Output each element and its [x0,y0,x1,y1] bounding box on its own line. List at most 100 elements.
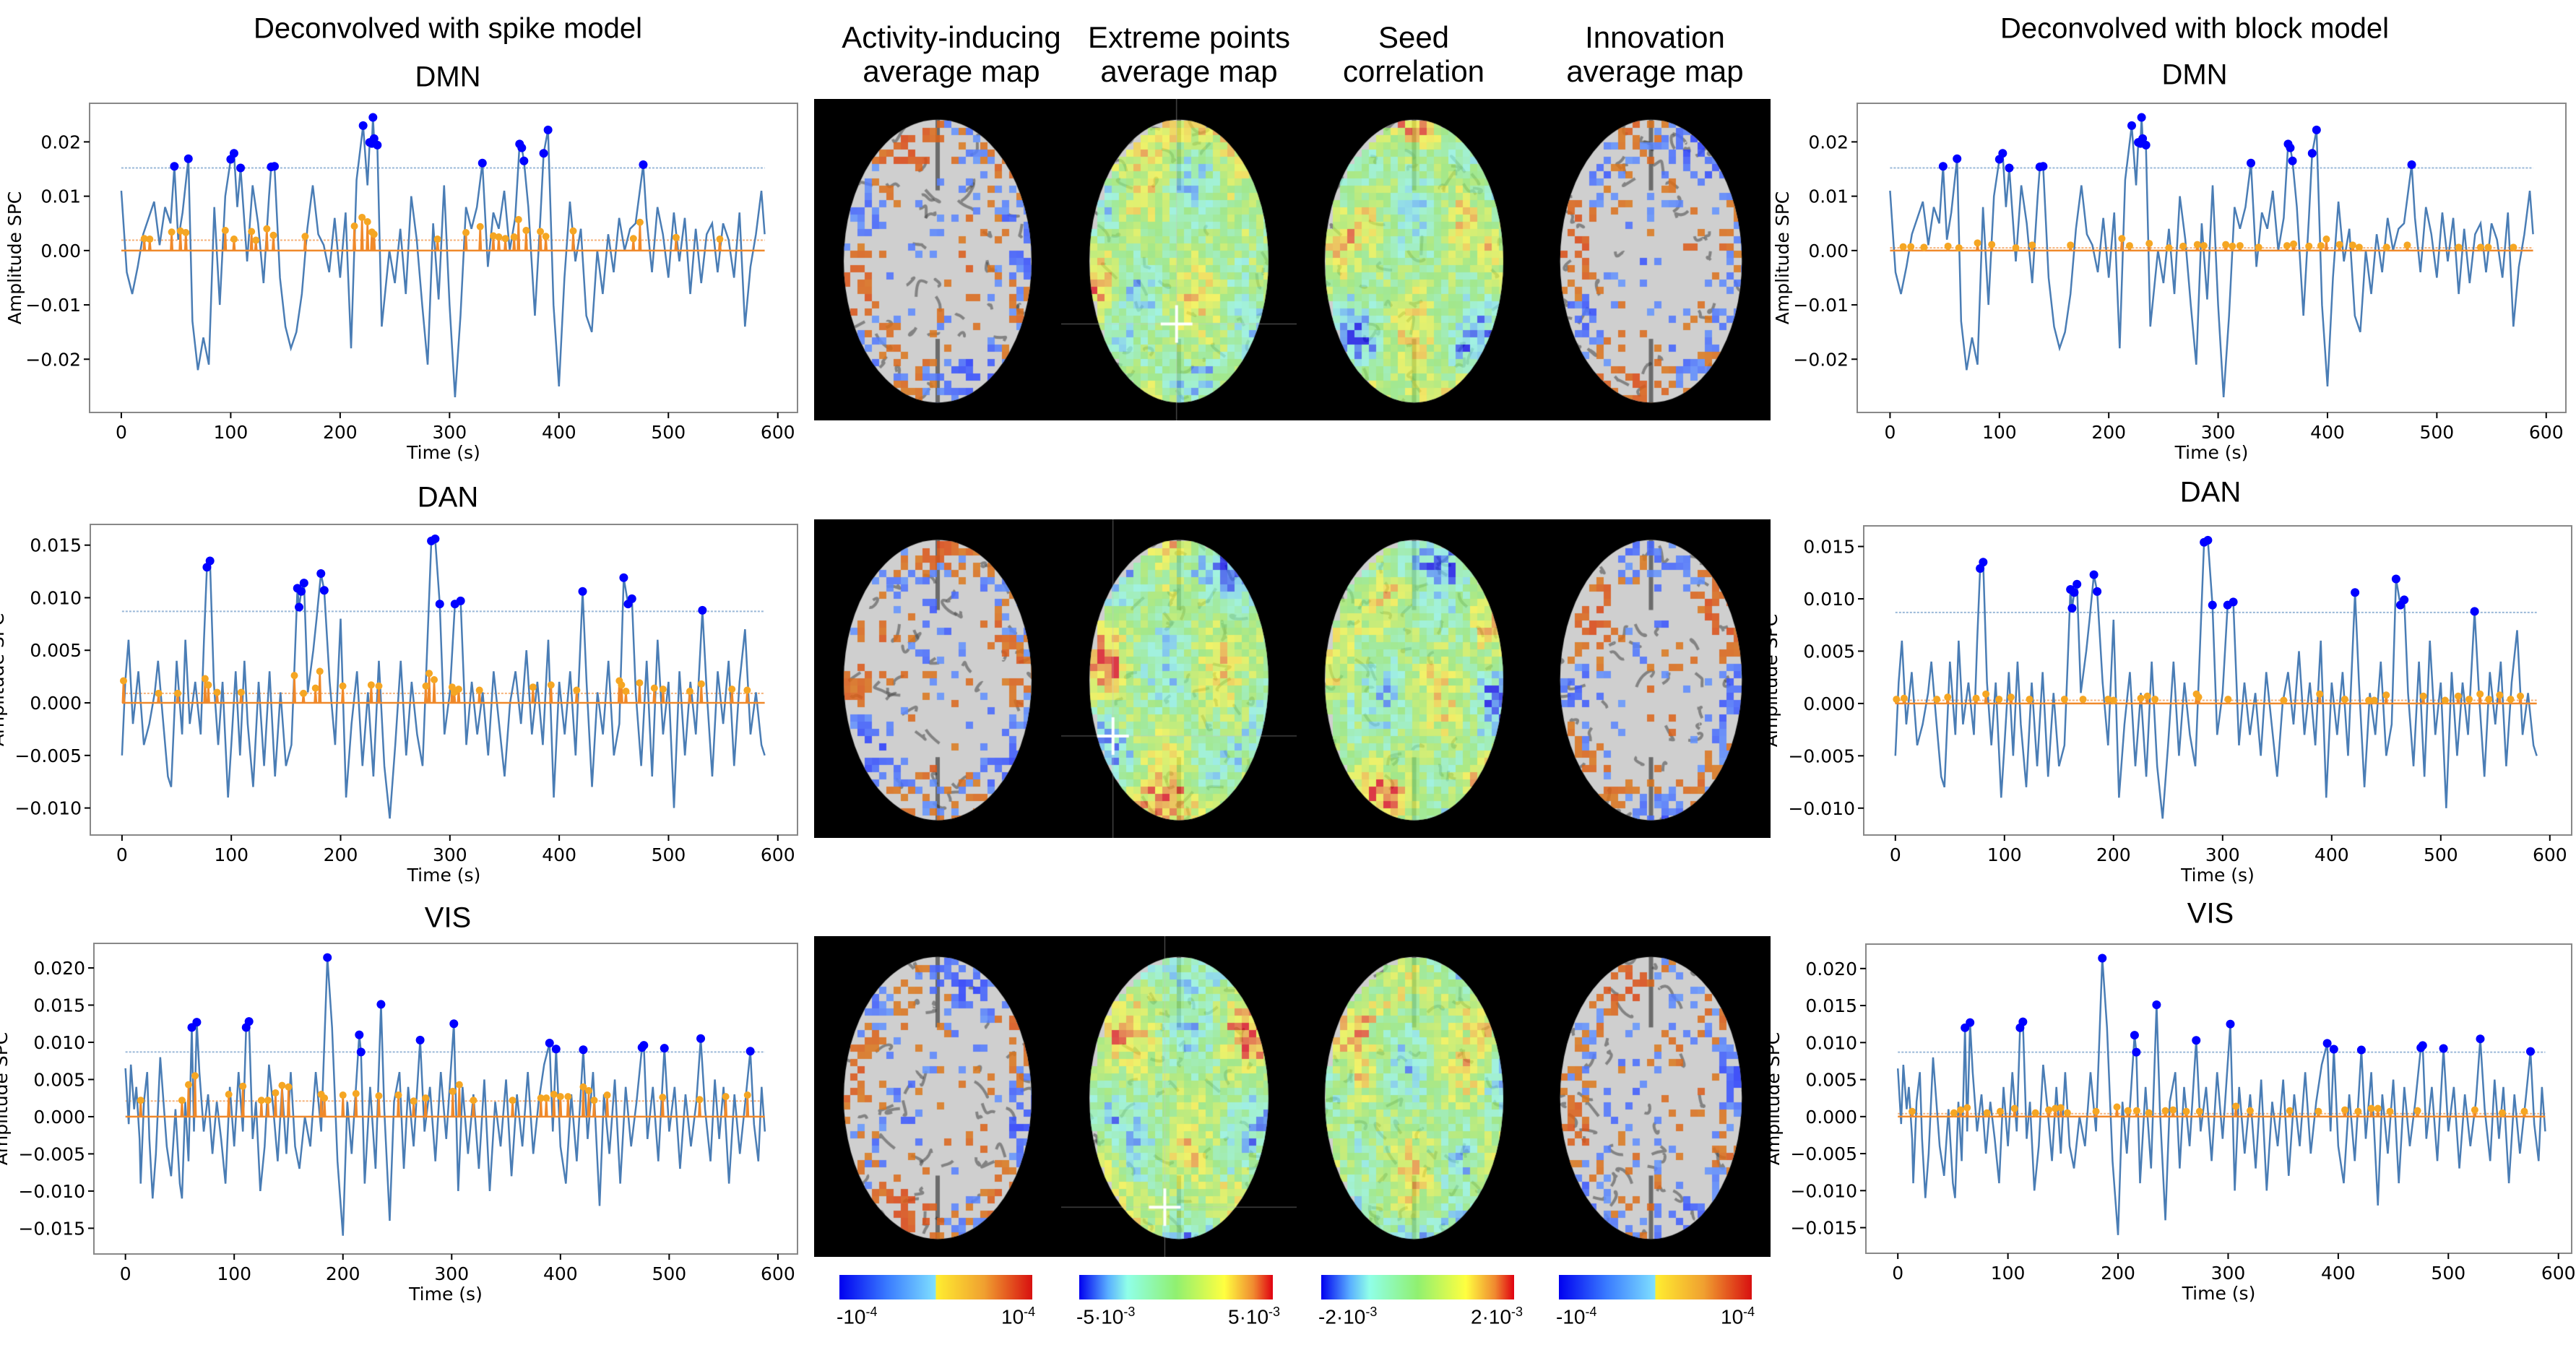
activity-peak-point [590,1097,598,1104]
activity-peak-point [2454,692,2462,700]
activity-peak-point [184,1081,192,1089]
bold-peak-point [2351,588,2360,597]
y-tick-label: −0.005 [14,745,82,766]
colorbar-activity-max-label: 10-4 [1001,1305,1036,1328]
activity-peak-point [2026,696,2033,704]
activity-peak-point [2169,1106,2177,1114]
activity-peak-point [462,229,470,237]
activity-peak-point [2316,690,2324,698]
bold-peak-point [2089,570,2099,579]
activity-peak-point [686,688,693,696]
activity-peak-point [2476,690,2484,698]
y-tick-label: −0.005 [1788,745,1855,766]
x-axis-label: Time (s) [406,442,480,463]
activity-peak-point [370,230,378,238]
activity-peak-point [1900,694,1908,702]
bold-peak-point [192,1018,202,1027]
y-axis-label: Amplitude SPC [0,1032,12,1165]
activity-peak-point [716,235,724,243]
x-tick-label: 200 [324,844,358,865]
activity-peak-point [2496,691,2504,699]
activity-peak-point [237,688,245,696]
activity-peak-point [201,675,209,683]
spike-model-title: Deconvolved with spike model [253,12,643,45]
spike-dmn-title: DMN [415,61,481,93]
activity-peak-point [2143,692,2151,700]
activity-peak-point [455,1081,463,1089]
bold-peak-point [2093,587,2102,596]
activity-peak-point [1988,241,1996,248]
y-tick-label: 0.010 [30,587,82,608]
header-extreme-points: Extreme points average map [1088,20,1290,88]
y-tick-label: 0.005 [30,640,82,661]
activity-peak-point [2341,696,2348,704]
activity-peak-point [2137,694,2145,702]
activity-peak-point [2341,1106,2349,1114]
activity-peak-point [564,1093,572,1101]
bold-peak-point [2356,1045,2366,1055]
activity-peak-point [2165,244,2173,252]
activity-peak-point [2229,242,2236,250]
activity-peak-point [636,679,644,687]
x-tick-label: 0 [116,422,127,443]
y-tick-label: 0.010 [1803,589,1855,610]
x-tick-label: 600 [761,422,795,443]
y-axis-label: Amplitude SPC [4,191,25,324]
activity-peak-point [2305,242,2313,250]
activity-peak-point [475,686,483,694]
brain-row-vis [814,936,1771,1257]
x-tick-label: 100 [1987,844,2022,865]
bold-peak-point [1938,162,1948,171]
activity-peak-point [618,681,626,689]
activity-peak-point [410,1097,418,1105]
activity-peak-point [2507,696,2515,704]
y-tick-label: 0.015 [30,535,82,556]
bold-peak-point [269,162,279,171]
activity-peak-point [140,235,148,243]
activity-peak-point [321,1094,329,1102]
x-axis-label: Time (s) [408,1284,483,1305]
y-tick-label: 0.01 [1808,186,1849,207]
activity-peak-point [569,227,577,235]
x-tick-label: 500 [652,1263,687,1284]
bold-peak-point [2307,149,2317,158]
x-tick-label: 400 [543,1263,578,1284]
activity-peak-point [2060,696,2068,704]
activity-peak-point [146,235,154,243]
y-tick-label: −0.01 [1793,295,1849,316]
activity-peak-point [743,686,751,694]
activity-peak-point [257,1097,265,1104]
activity-peak-point [2367,1104,2375,1112]
x-tick-label: 500 [2424,844,2458,865]
block-model-title: Deconvolved with block model [2000,12,2390,45]
activity-signal-line [125,1076,765,1118]
activity-peak-point [2413,1107,2421,1115]
bold-peak-point [2067,604,2077,613]
y-tick-label: 0.005 [1803,641,1855,662]
x-tick-label: 300 [2201,422,2236,443]
activity-peak-point [728,686,736,693]
activity-peak-point [622,688,630,696]
colorbar-extreme-min-label: -5·10-3 [1076,1305,1136,1328]
activity-peak-point [2484,243,2492,251]
bold-peak-point [696,1034,706,1043]
activity-peak-point [1944,693,1952,701]
activity-peak-point [514,215,522,223]
x-tick-label: 100 [214,422,248,443]
activity-peak-point [537,1094,545,1102]
activity-peak-point [2246,1107,2254,1115]
activity-peak-point [501,235,509,243]
y-tick-label: 0.000 [30,693,82,714]
activity-peak-point [547,681,555,689]
activity-peak-point [2520,1107,2528,1115]
activity-peak-point [2092,1107,2100,1115]
x-tick-label: 200 [2101,1263,2135,1284]
activity-peak-point [629,235,637,243]
y-tick-label: −0.010 [18,1181,85,1202]
block-vis-title: VIS [2187,897,2234,930]
bold-peak-point [183,154,193,163]
header-line: Extreme points [1087,20,1291,54]
bold-peak-point [2018,1017,2028,1026]
activity-peak-point [1893,696,1901,704]
activity-peak-point [2132,1107,2140,1115]
